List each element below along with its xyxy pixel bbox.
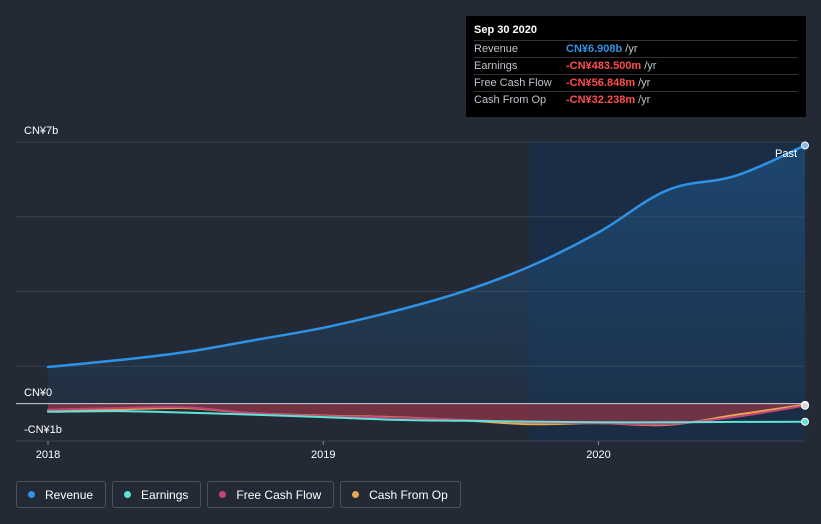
tooltip-unit: /yr [638,94,651,106]
past-label: Past [775,148,797,160]
x-tick-label: 2018 [36,449,60,461]
tooltip-unit: /yr [638,77,651,89]
tooltip-unit: /yr [644,60,657,72]
y-label-top: CN¥7b [24,125,58,137]
x-tick-label: 2019 [311,449,335,461]
legend-label: Free Cash Flow [236,487,322,502]
tooltip-label: Free Cash Flow [474,77,552,89]
earnings-end-point [801,417,809,426]
legend-label: Cash From Op [369,487,448,502]
tooltip-value: CN¥6.908b [566,43,623,55]
legend-dot-icon [352,491,360,498]
legend-label: Revenue [45,487,94,502]
series-lines [46,144,807,427]
legend-item-earnings[interactable]: Earnings [112,481,202,508]
tooltip-row-revenue: Revenue CN¥6.908b /yr [474,40,798,57]
revenue-end-point [801,141,809,150]
tooltip-value: -CN¥56.848m [566,77,636,89]
legend-dot-icon [219,491,227,498]
revenue-line [46,144,807,369]
y-label-bottom: -CN¥1b [24,424,62,436]
tooltip-row-cash-from-op: Cash From Op -CN¥32.238m /yr [474,91,798,108]
legend: Revenue Earnings Free Cash Flow Cash Fro… [16,481,461,508]
revenue-area [48,145,805,404]
tooltip-unit: /yr [625,43,638,55]
legend-item-cash-from-op[interactable]: Cash From Op [340,481,461,508]
legend-dot-icon [124,491,132,498]
negative-area [48,403,805,426]
tooltip-date: Sep 30 2020 [474,24,537,36]
tooltip-value: -CN¥32.238m [566,94,636,106]
earnings-line [47,410,806,424]
tooltip-label: Earnings [474,60,518,72]
legend-label: Earnings [141,487,189,502]
legend-item-free-cash-flow[interactable]: Free Cash Flow [207,481,335,508]
tooltip-row-free-cash-flow: Free Cash Flow -CN¥56.848m /yr [474,74,798,91]
legend-dot-icon [28,491,35,498]
tooltip-value: -CN¥483.500m [566,60,642,72]
tooltip-label: Revenue [474,43,519,55]
x-tick-label: 2020 [586,449,610,461]
end-points [801,141,809,426]
free-cash-flow-end-point [801,401,809,410]
tooltip: Sep 30 2020 Revenue CN¥6.908b /yr Earnin… [466,16,806,117]
y-label-zero: CN¥0 [24,387,52,399]
tooltip-label: Cash From Op [474,94,547,106]
tooltip-row-earnings: Earnings -CN¥483.500m /yr [474,57,798,74]
legend-item-revenue[interactable]: Revenue [16,481,107,508]
free-cash-flow-line [47,404,806,426]
